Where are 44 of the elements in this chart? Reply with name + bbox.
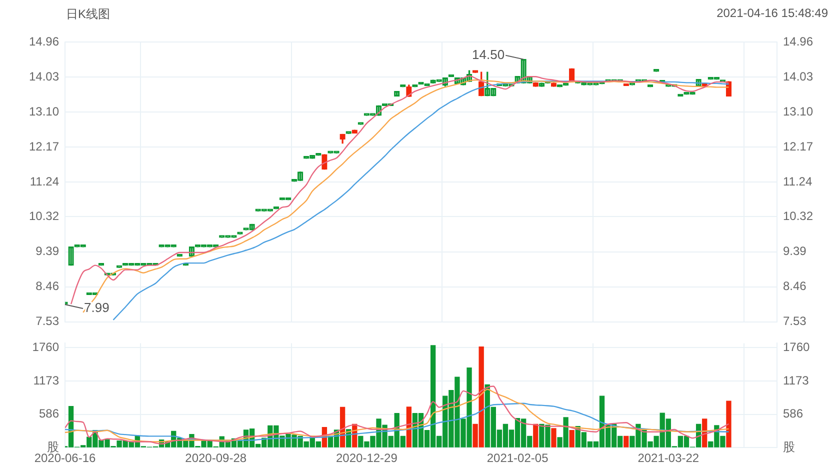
y2-tick-label: 9.39	[783, 244, 807, 258]
y-tick-label: 9.39	[36, 244, 60, 258]
y-tick-label: 1173	[33, 373, 60, 388]
y-tick-label: 13.10	[28, 104, 60, 118]
candlestick	[358, 122, 364, 125]
bar	[551, 428, 556, 448]
x-tick-label: 2021-03-22	[638, 451, 700, 466]
line-series	[65, 402, 730, 441]
y2-tick-label: 12.17	[783, 139, 814, 154]
candlestick	[346, 131, 352, 134]
y-tick-label: 8.46	[36, 279, 60, 294]
y-tick-label: 12.17	[28, 139, 60, 154]
bar	[624, 436, 629, 448]
bar	[726, 400, 732, 448]
chart-title: 日K线图	[66, 6, 110, 23]
y-tick-label: 7.53	[36, 314, 60, 328]
y2-tick-label: 1173	[783, 373, 810, 388]
y-tick-label: 1760	[32, 340, 60, 354]
y-tick-label: 14.03	[28, 69, 60, 84]
x-tick-label: 2020-09-28	[185, 451, 247, 466]
annotation: 14.50	[472, 46, 505, 62]
y2-tick-label: 1760	[783, 340, 810, 354]
y2-tick-label: 8.46	[783, 279, 807, 294]
y2-tick-label: 7.53	[783, 314, 807, 328]
y2-tick-label: 股	[783, 440, 795, 454]
y2-tick-label: 14.03	[783, 69, 814, 84]
y-tick-label: 14.96	[28, 34, 60, 48]
y-tick-label: 11.24	[30, 174, 60, 188]
y2-tick-label: 13.10	[783, 104, 814, 118]
y2-tick-label: 586	[783, 406, 804, 421]
y-tick-label: 10.32	[28, 209, 60, 224]
y2-tick-label: 11.24	[783, 174, 812, 188]
y-tick-label: 股	[47, 440, 59, 454]
bar	[533, 424, 538, 448]
bar	[569, 430, 574, 448]
text: 2021-04-16 15:48:49	[716, 6, 828, 20]
candlestick	[116, 265, 122, 268]
candlestick	[237, 232, 243, 234]
y2-tick-label: 10.32	[783, 209, 814, 224]
x-tick-label: 2020-06-16	[34, 451, 96, 466]
y2-tick-label: 14.96	[783, 34, 814, 48]
x-tick-label: 2020-12-29	[336, 451, 398, 466]
x-tick-label: 2021-02-05	[486, 451, 549, 466]
y-tick-label: 586	[38, 406, 60, 421]
